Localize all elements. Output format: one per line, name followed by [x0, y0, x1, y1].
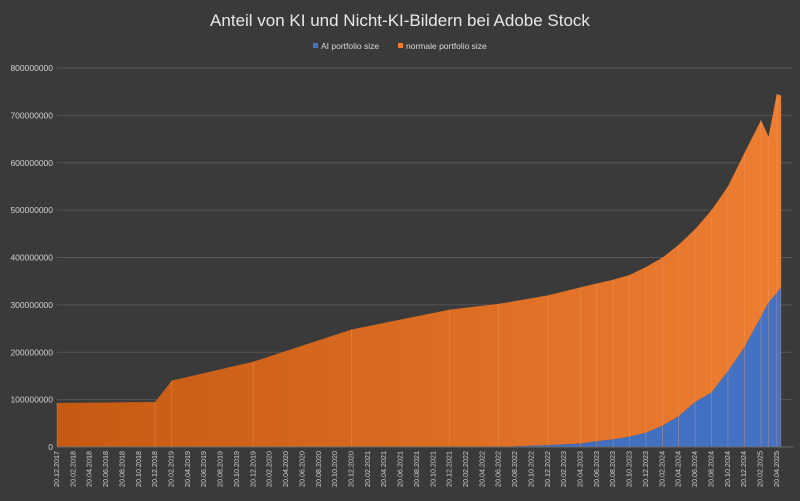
- x-tick-label: 20.12.2018: [150, 451, 159, 487]
- x-axis: 20.12.2017 20.02.2018 20.04.2018 20.06.2018…: [52, 446, 793, 487]
- y-tick-label: 0: [48, 442, 53, 452]
- x-tick-label: 20.02.2023: [559, 451, 568, 487]
- x-tick-label: 20.04.2025: [772, 451, 781, 487]
- y-tick-label: 500000000: [10, 205, 53, 215]
- x-tick-label: 20.04.2022: [477, 451, 486, 487]
- x-tick-label: 20.08.2022: [510, 451, 519, 487]
- x-tick-label: 20.08.2024: [706, 451, 715, 487]
- x-tick-label: 20.10.2021: [428, 451, 437, 487]
- x-tick-label: 20.02.2018: [68, 451, 77, 487]
- x-tick-label: 20.12.2024: [739, 451, 748, 487]
- x-tick-label: 20.08.2018: [117, 451, 126, 487]
- x-tick-label: 20.06.2024: [690, 451, 699, 487]
- x-tick-label: 20.10.2022: [526, 451, 535, 487]
- x-tick-label: 20.10.2018: [134, 451, 143, 487]
- legend: AI portfolio size normale portfolio size: [313, 41, 487, 51]
- x-tick-label: 20.02.2022: [461, 451, 470, 487]
- x-tick-label: 20.04.2020: [281, 451, 290, 487]
- x-tick-label: 20.06.2023: [592, 451, 601, 487]
- legend-label: AI portfolio size: [321, 41, 379, 51]
- x-tick-label: 20.10.2024: [723, 451, 732, 487]
- y-tick-label: 700000000: [10, 110, 53, 120]
- chart-title: Anteil von KI und Nicht-KI-Bildern bei A…: [210, 11, 590, 30]
- x-tick-label: 20.10.2019: [232, 451, 241, 487]
- x-tick-label: 20.04.2021: [379, 451, 388, 487]
- x-tick-label: 20.02.2020: [265, 451, 274, 487]
- legend-label: normale portfolio size: [406, 41, 487, 51]
- x-tick-label: 20.06.2022: [494, 451, 503, 487]
- y-tick-label: 600000000: [10, 158, 53, 168]
- x-tick-label: 20.08.2020: [314, 451, 323, 487]
- x-tick-label: 20.06.2019: [199, 451, 208, 487]
- legend-entry: normale portfolio size: [398, 41, 487, 51]
- x-tick-label: 20.02.2021: [363, 451, 372, 487]
- x-tick-label: 20.10.2023: [625, 451, 634, 487]
- x-tick-label: 20.04.2019: [183, 451, 192, 487]
- x-tick-label: 20.02.2019: [167, 451, 176, 487]
- x-tick-label: 20.12.2019: [248, 451, 257, 487]
- y-tick-label: 300000000: [10, 300, 53, 310]
- y-tick-label: 400000000: [10, 253, 53, 263]
- x-tick-label: 20.12.2017: [52, 451, 61, 487]
- x-tick-label: 20.04.2018: [85, 451, 94, 487]
- x-tick-label: 20.06.2020: [297, 451, 306, 487]
- series-area-ai-portfolio-size: [57, 287, 781, 447]
- x-tick-label: 20.02.2025: [755, 451, 764, 487]
- x-tick-label: 20.08.2019: [216, 451, 225, 487]
- x-tick-label: 20.12.2023: [641, 451, 650, 487]
- x-tick-label: 20.06.2021: [396, 451, 405, 487]
- x-tick-label: 20.04.2023: [576, 451, 585, 487]
- series-area-normale-portfolio-size: [57, 94, 781, 447]
- y-axis: 0 100000000 200000000 300000000 400000000 500…: [10, 63, 53, 452]
- x-tick-label: 20.12.2022: [543, 451, 552, 487]
- legend-entry: AI portfolio size: [313, 41, 379, 51]
- y-tick-label: 200000000: [10, 347, 53, 357]
- legend-swatch: [313, 43, 318, 48]
- y-tick-label: 800000000: [10, 63, 53, 73]
- x-tick-label: 20.08.2021: [412, 451, 421, 487]
- legend-swatch: [398, 43, 403, 48]
- column-separators: [56, 94, 782, 447]
- y-tick-label: 100000000: [10, 395, 53, 405]
- x-tick-label: 20.08.2023: [608, 451, 617, 487]
- x-tick-label: 20.02.2024: [657, 451, 666, 487]
- x-tick-label: 20.12.2021: [445, 451, 454, 487]
- plot-area: [57, 94, 781, 447]
- x-tick-label: 20.12.2020: [346, 451, 355, 487]
- x-tick-label: 20.04.2024: [674, 451, 683, 487]
- x-tick-label: 20.10.2020: [330, 451, 339, 487]
- x-tick-label: 20.06.2018: [101, 451, 110, 487]
